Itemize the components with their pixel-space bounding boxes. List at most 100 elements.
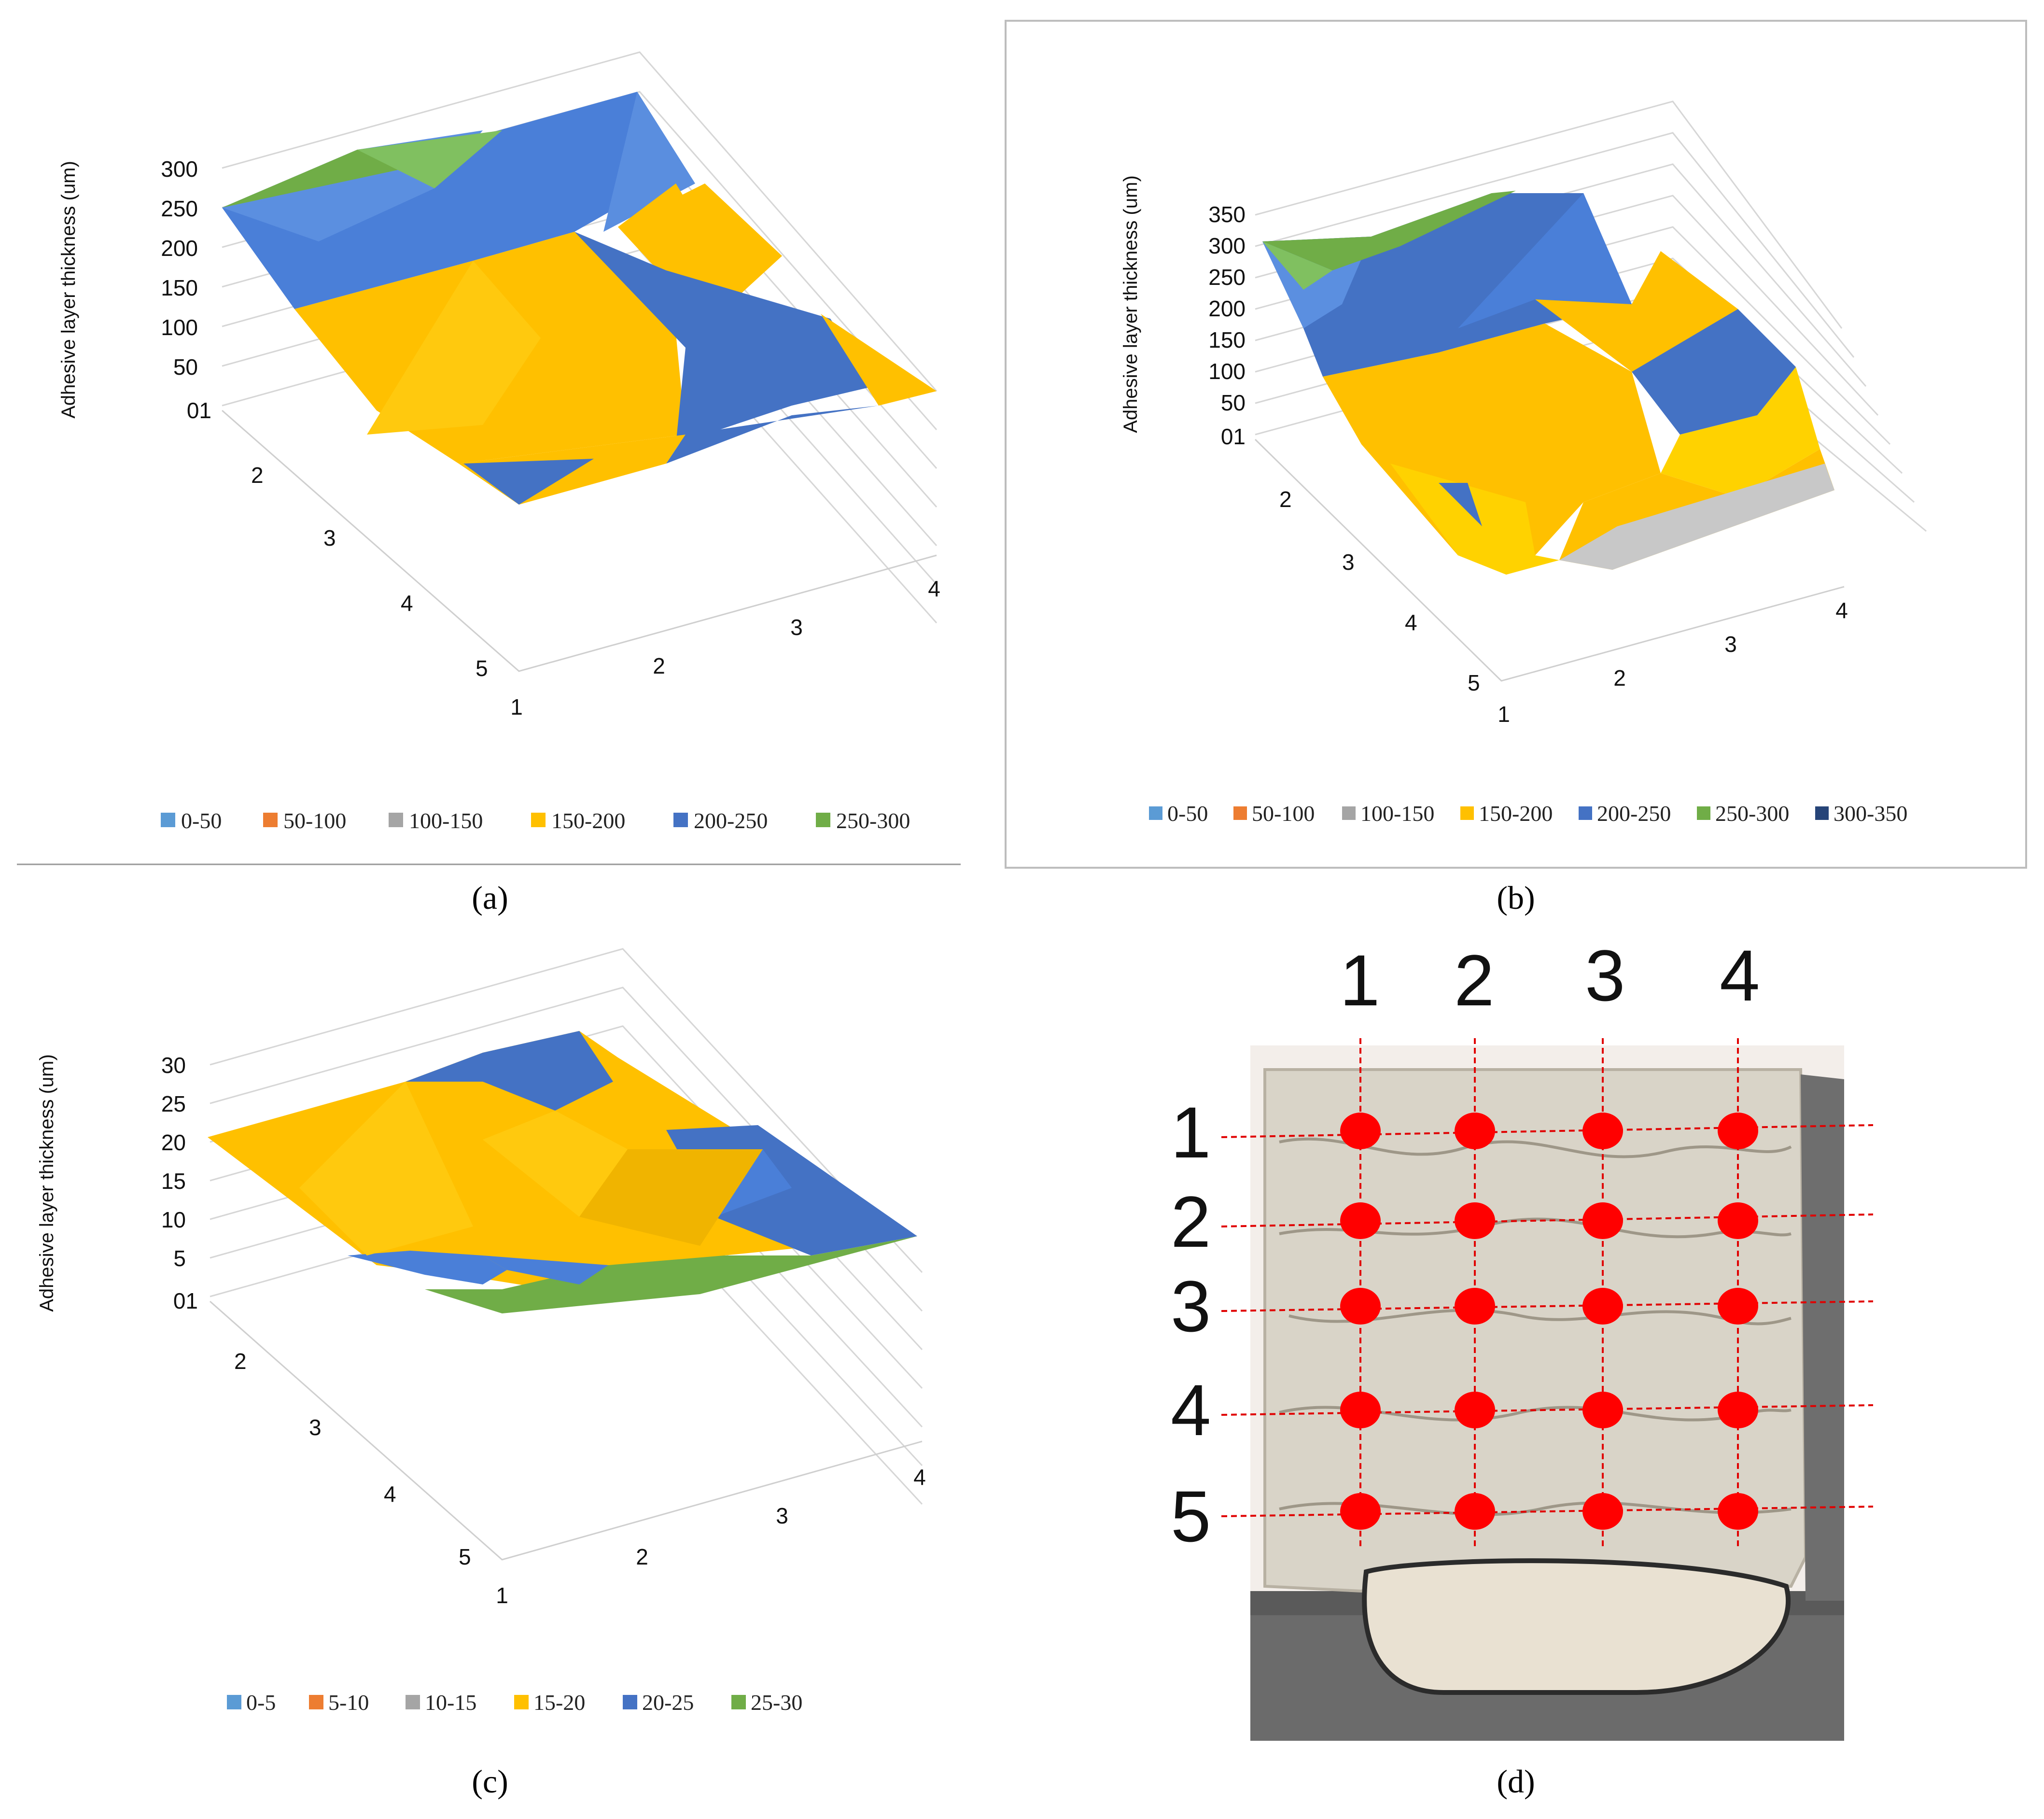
measurement-point	[1455, 1288, 1495, 1325]
chart-a-rowtick-4: 4	[401, 591, 413, 616]
chart-c-rowtick-5: 5	[459, 1544, 471, 1569]
measurement-point	[1340, 1493, 1381, 1530]
legend-label: 25-30	[751, 1690, 802, 1715]
legend-label: 0-50	[1167, 801, 1208, 826]
measurement-point	[1718, 1288, 1758, 1325]
chart-c-xtick-4: 4	[913, 1465, 926, 1490]
chart-c-ztick-20: 20	[161, 1130, 186, 1155]
chart-c-ztick-25: 25	[161, 1091, 186, 1116]
measurement-point	[1582, 1288, 1623, 1325]
legend-swatch	[514, 1695, 529, 1709]
legend-swatch	[1579, 806, 1592, 820]
grid-row-line	[1221, 1213, 1874, 1227]
legend-swatch	[731, 1695, 746, 1709]
photo-column-label: 2	[1454, 940, 1495, 1021]
measurement-point	[1718, 1392, 1758, 1428]
chart-c-ztick-5: 5	[173, 1246, 186, 1271]
legend-label: 5-10	[328, 1690, 369, 1715]
chart-a-rowtick-3: 3	[323, 525, 336, 550]
chart-b-rowtick-5: 5	[1468, 670, 1480, 695]
chart-a-ztick-50: 50	[173, 354, 198, 380]
chart-c-surface	[208, 1031, 917, 1313]
grid-row-line	[1221, 1300, 1874, 1312]
legend-label: 250-300	[1715, 801, 1789, 826]
measurement-point	[1340, 1202, 1381, 1239]
measurement-point	[1340, 1392, 1381, 1428]
chart-b-ztick-50: 50	[1221, 390, 1246, 415]
grid-row-line	[1221, 1404, 1874, 1416]
legend-label: 100-150	[1360, 801, 1434, 826]
caption-b: (b)	[1497, 879, 1535, 916]
chart-a-ztick-150: 150	[161, 275, 198, 300]
legend-swatch	[406, 1695, 420, 1709]
legend-swatch	[816, 813, 830, 827]
legend-label: 15-20	[533, 1690, 585, 1715]
chart-c-ztick-30: 30	[161, 1053, 186, 1078]
chart-a-xtick-4: 4	[928, 576, 940, 601]
chart-a-ztick-0: 01	[187, 398, 211, 423]
legend-label: 250-300	[836, 808, 910, 833]
measurement-point	[1582, 1113, 1623, 1149]
legend-swatch	[1149, 806, 1162, 820]
legend-swatch	[1460, 806, 1474, 820]
measurement-point	[1582, 1493, 1623, 1530]
legend-label: 50-100	[283, 808, 346, 833]
chart-b-rowtick-3: 3	[1342, 550, 1355, 575]
chart-b-xtick-1: 1	[1498, 702, 1510, 727]
measurement-point	[1582, 1202, 1623, 1239]
chart-b-ztick-0: 01	[1221, 424, 1246, 449]
legend-swatch	[531, 813, 546, 827]
chart-c-ztick-10: 10	[161, 1207, 186, 1232]
chart-b-rowtick-4: 4	[1405, 610, 1417, 635]
legend-swatch	[161, 813, 175, 827]
measurement-point	[1718, 1113, 1758, 1149]
chart-c-rowtick-4: 4	[384, 1481, 396, 1507]
legend-label: 0-50	[181, 808, 222, 833]
legend-label: 150-200	[1479, 801, 1553, 826]
legend-swatch	[1697, 806, 1710, 820]
measurement-point	[1455, 1392, 1495, 1428]
chart-c: 30 25 20 15 10 5 01 Adhesive layer thick…	[36, 948, 926, 1715]
chart-c-xtick-3: 3	[776, 1503, 788, 1528]
chart-a-legend: 0-50 50-100 100-150 150-200 200-250 250-…	[161, 808, 910, 833]
legend-swatch	[389, 813, 403, 827]
legend-swatch	[263, 813, 278, 827]
chart-c-xtick-2: 2	[636, 1544, 648, 1569]
photo-row-label: 3	[1171, 1266, 1211, 1347]
measurement-point	[1340, 1113, 1381, 1149]
legend-label: 50-100	[1252, 801, 1315, 826]
legend-swatch	[1342, 806, 1356, 820]
specimen-drawing	[1250, 1068, 1844, 1741]
legend-swatch	[309, 1695, 323, 1709]
caption-c: (c)	[472, 1763, 508, 1800]
chart-b-ztick-350: 350	[1208, 202, 1246, 227]
legend-label: 200-250	[1597, 801, 1671, 826]
grid-row-line	[1221, 1124, 1874, 1138]
chart-a-xtick-3: 3	[790, 615, 803, 640]
legend-label: 10-15	[425, 1690, 476, 1715]
chart-b-ztick-250: 250	[1208, 265, 1246, 290]
legend-swatch	[1233, 806, 1247, 820]
chart-c-rowtick-2: 2	[234, 1349, 247, 1374]
measurement-point	[1718, 1493, 1758, 1530]
grid-row-line	[1221, 1506, 1874, 1517]
legend-label: 20-25	[642, 1690, 694, 1715]
chart-c-legend: 0-5 5-10 10-15 15-20 20-25 25-30	[227, 1690, 802, 1715]
chart-a-ztick-300: 300	[161, 156, 198, 182]
chart-a-ylabel: Adhesive layer thickness (um)	[58, 161, 79, 419]
measurement-point	[1455, 1113, 1495, 1149]
photo-row-label: 2	[1171, 1181, 1211, 1262]
chart-c-rowtick-3: 3	[309, 1415, 322, 1440]
chart-b-legend: 0-50 50-100 100-150 150-200 200-250 250-…	[1149, 801, 1907, 826]
legend-label: 100-150	[409, 808, 483, 833]
measurement-point	[1455, 1202, 1495, 1239]
legend-label: 200-250	[694, 808, 768, 833]
photo-column-label: 1	[1340, 940, 1380, 1021]
photo-row-label: 1	[1171, 1092, 1211, 1173]
measurement-point	[1582, 1392, 1623, 1428]
chart-a-xtick-1: 1	[510, 694, 523, 719]
chart-a: 300 250 200 150 100 50 01 Adhesive layer…	[17, 51, 961, 865]
chart-b-ztick-150: 150	[1208, 327, 1246, 353]
legend-label: 150-200	[551, 808, 625, 833]
photo-column-label: 4	[1720, 935, 1760, 1016]
